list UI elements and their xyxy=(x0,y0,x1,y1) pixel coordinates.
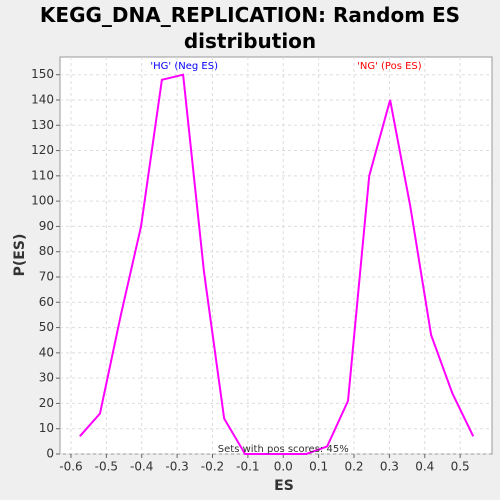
y-tick-label: 30 xyxy=(39,371,54,385)
x-tick-label: -0.5 xyxy=(95,460,118,474)
y-tick-label: 130 xyxy=(31,118,54,132)
x-tick-label: 0.1 xyxy=(309,460,328,474)
y-tick-label: 40 xyxy=(39,345,54,359)
data-line xyxy=(79,73,475,455)
y-tick-label: 80 xyxy=(39,244,54,258)
x-tick-label: -0.1 xyxy=(236,460,259,474)
y-tick-label: 0 xyxy=(46,447,54,461)
y-tick-label: 20 xyxy=(39,396,54,410)
y-tick-label: 110 xyxy=(31,168,54,182)
plot-area xyxy=(59,56,493,455)
y-tick-label: 120 xyxy=(31,143,54,157)
x-tick-label: 0.2 xyxy=(344,460,363,474)
annotation: Sets with pos scores: 45% xyxy=(218,444,349,455)
x-tick-label: 0.4 xyxy=(415,460,434,474)
x-tick-label: -0.6 xyxy=(59,460,82,474)
x-tick-label: -0.3 xyxy=(165,460,188,474)
y-tick-label: 140 xyxy=(31,92,54,106)
y-tick-label: 150 xyxy=(31,67,54,81)
y-axis-label: P(ES) xyxy=(12,234,28,277)
y-tick-label: 70 xyxy=(39,269,54,283)
x-tick-label: 0.0 xyxy=(274,460,293,474)
y-tick-label: 10 xyxy=(39,421,54,435)
y-tick-label: 100 xyxy=(31,194,54,208)
y-tick-label: 60 xyxy=(39,295,54,309)
x-tick-label: -0.2 xyxy=(201,460,224,474)
y-tick-label: 90 xyxy=(39,219,54,233)
x-tick-label: -0.4 xyxy=(130,460,153,474)
x-tick-label: 0.5 xyxy=(451,460,470,474)
chart-title: KEGG_DNA_REPLICATION: Random ES distribu… xyxy=(39,3,461,53)
x-tick-label: 0.3 xyxy=(380,460,399,474)
y-tick-label: 50 xyxy=(39,320,54,334)
annotation: 'HG' (Neg ES) xyxy=(150,61,218,72)
annotation: 'NG' (Pos ES) xyxy=(357,61,422,72)
x-axis-label: ES xyxy=(274,478,294,494)
